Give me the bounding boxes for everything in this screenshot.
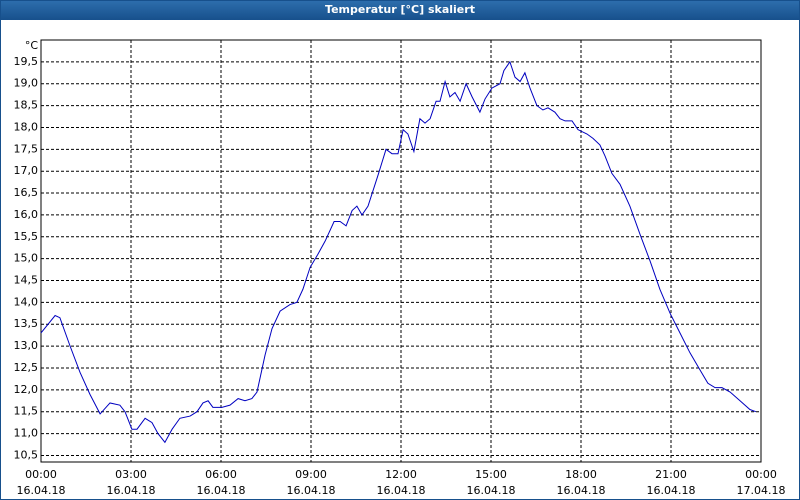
y-tick-label: 13,5 [14,317,39,330]
y-tick-label: 12,5 [14,361,39,374]
y-tick-label: 10,5 [14,448,39,461]
y-tick-label: 15,0 [14,252,39,265]
y-tick-label: 13,0 [14,339,39,352]
y-tick-label: 17,5 [14,142,39,155]
x-tick-date: 16.04.18 [197,484,246,497]
y-axis-unit: °C [25,39,39,52]
y-tick-label: 19,5 [14,55,39,68]
y-tick-label: 17,0 [14,164,39,177]
temperature-line [40,60,757,444]
y-tick-label: 18,5 [14,99,39,112]
x-tick-label: 06:00 [205,468,237,481]
x-tick-label: 00:00 [745,468,777,481]
y-tick-label: 18,0 [14,120,39,133]
y-tick-label: 14,0 [14,295,39,308]
plot-border [40,39,762,463]
y-tick-label: 15,5 [14,230,39,243]
y-tick-label: 14,5 [14,274,39,287]
y-tick-label: 11,0 [14,427,39,440]
x-tick-label: 00:00 [25,468,57,481]
x-tick-date: 17.04.18 [737,484,786,497]
x-tick-date: 16.04.18 [377,484,426,497]
title-bar [0,0,800,20]
chart-title: Temperatur [°C] skaliert [325,3,475,16]
x-tick-date: 16.04.18 [647,484,696,497]
y-tick-label: 11,5 [14,405,39,418]
x-tick-date: 16.04.18 [557,484,606,497]
x-tick-date: 16.04.18 [107,484,156,497]
x-tick-date: 16.04.18 [17,484,66,497]
x-tick-date: 16.04.18 [287,484,336,497]
y-tick-label: 16,0 [14,208,39,221]
y-tick-label: 16,5 [14,186,39,199]
x-tick-label: 03:00 [115,468,147,481]
x-tick-label: 15:00 [475,468,507,481]
x-tick-label: 09:00 [295,468,327,481]
x-tick-label: 21:00 [655,468,687,481]
x-tick-date: 16.04.18 [467,484,516,497]
x-tick-label: 12:00 [385,468,417,481]
x-tick-label: 18:00 [565,468,597,481]
y-tick-label: 19,0 [14,77,39,90]
y-tick-label: 12,0 [14,383,39,396]
